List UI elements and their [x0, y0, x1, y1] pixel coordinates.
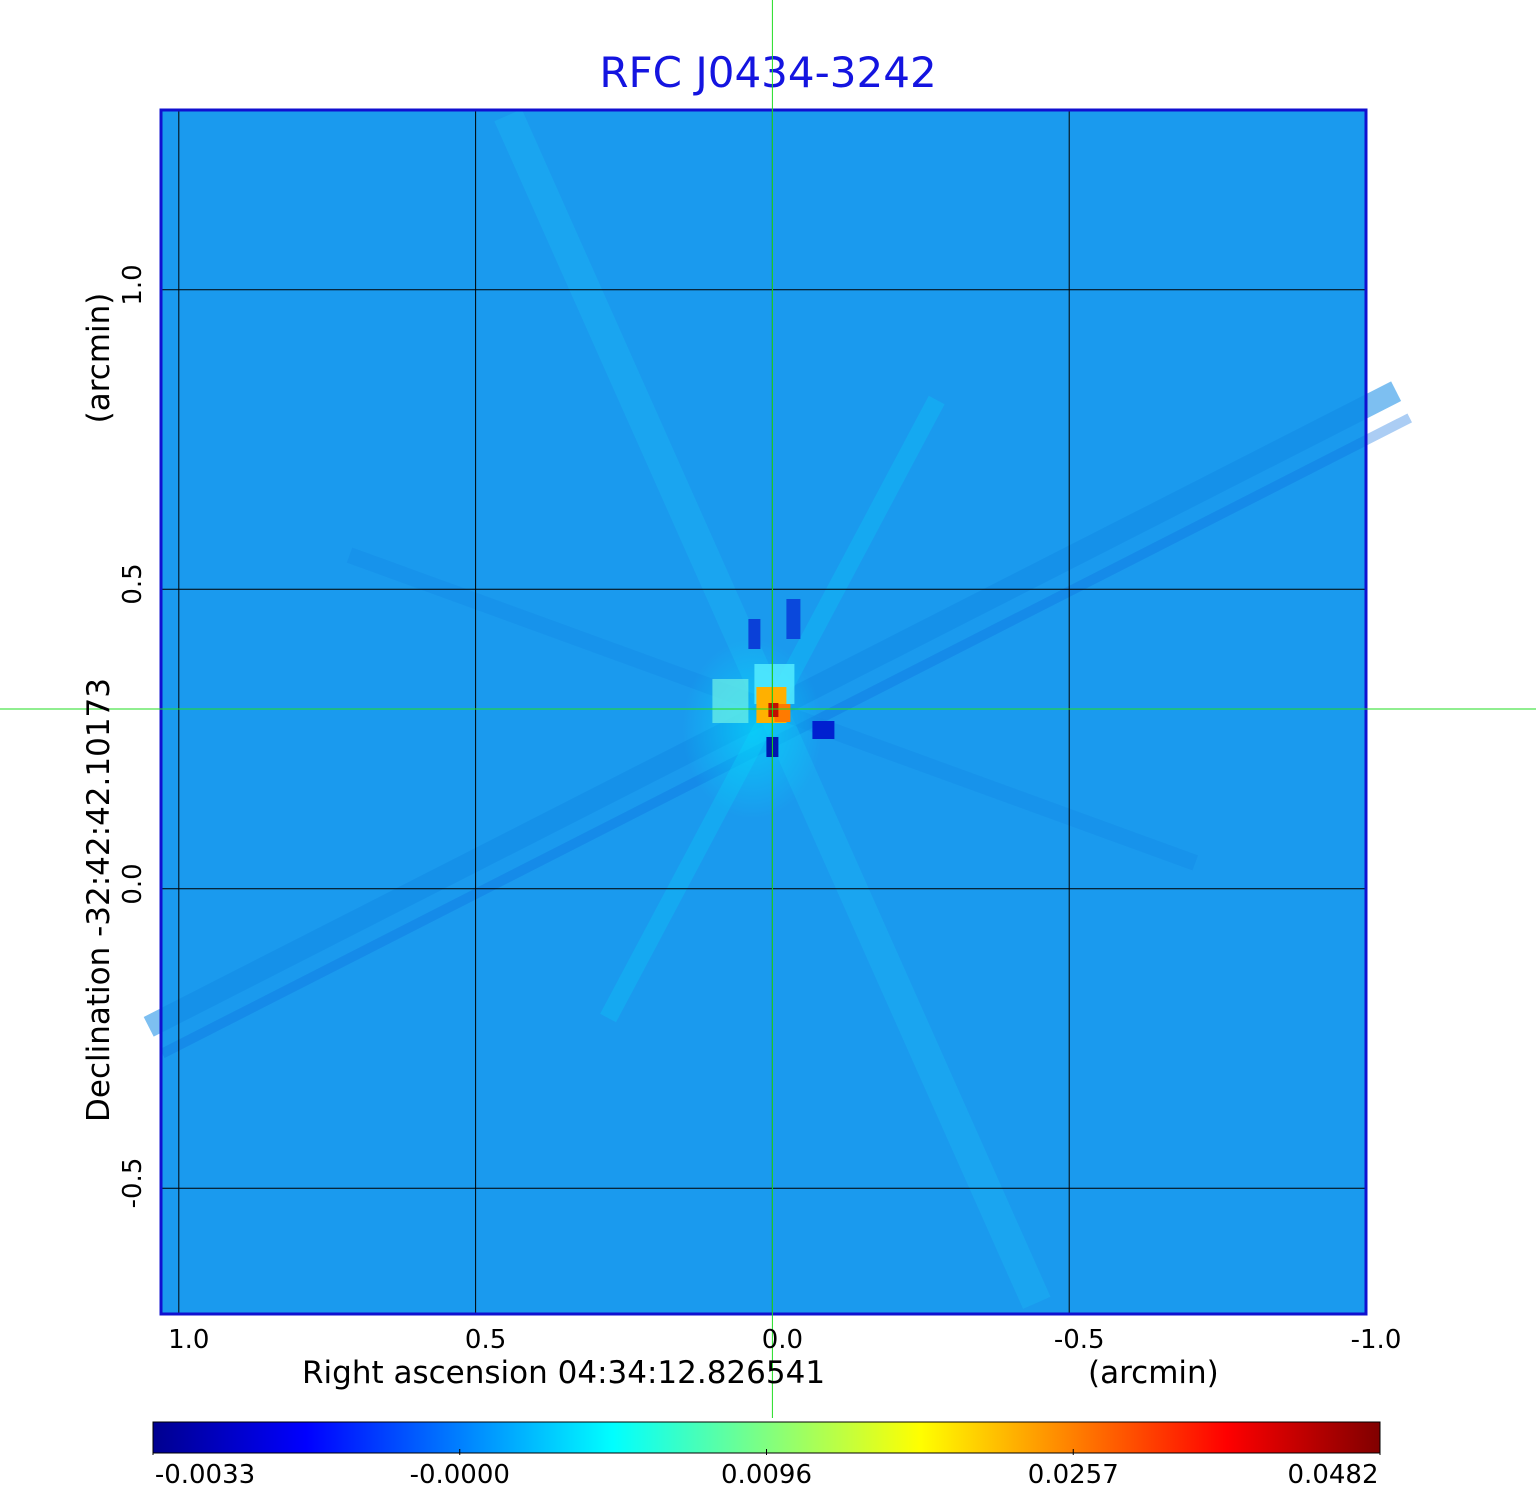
x-tick-label: -0.5	[1053, 1325, 1105, 1355]
source-pixel	[712, 679, 749, 724]
x-axis-unit: (arcmin)	[1088, 1355, 1219, 1391]
source-peak	[768, 703, 779, 718]
y-tick-label: 0.5	[118, 563, 148, 605]
x-tick-label: 0.0	[761, 1325, 804, 1355]
crosshair-layer	[0, 0, 1536, 1418]
colorbar	[152, 1421, 1381, 1454]
plot-frame	[159, 108, 1368, 1316]
colorbar-tick-label: 0.0482	[1287, 1460, 1379, 1490]
colorbar-tick-label: -0.0000	[409, 1460, 510, 1490]
source-halo	[682, 639, 823, 820]
negative-pixel	[786, 599, 801, 640]
negative-pixel	[812, 721, 835, 740]
x-tick-label: -1.0	[1350, 1325, 1402, 1355]
negative-pixel	[748, 619, 761, 650]
y-axis-label: Declination -32:42:42.10173	[81, 678, 117, 1122]
chart-title: RFC J0434-3242	[599, 48, 937, 97]
y-tick-label: 0.0	[118, 863, 148, 905]
x-axis-label: Right ascension 04:34:12.826541	[302, 1355, 826, 1391]
colorbar-ticks	[152, 1449, 1381, 1455]
y-tick-label: -0.5	[118, 1157, 148, 1209]
colorbar-tick-label: 0.0257	[1027, 1460, 1119, 1490]
y-tick-label: 1.0	[118, 264, 148, 306]
colorbar-tick-label: 0.0096	[721, 1460, 812, 1490]
x-tick-label: 1.0	[168, 1325, 210, 1355]
y-axis-unit: (arcmin)	[81, 292, 117, 424]
colorbar-tick-label: -0.0033	[154, 1460, 256, 1490]
x-tick-label: 0.5	[464, 1325, 507, 1355]
